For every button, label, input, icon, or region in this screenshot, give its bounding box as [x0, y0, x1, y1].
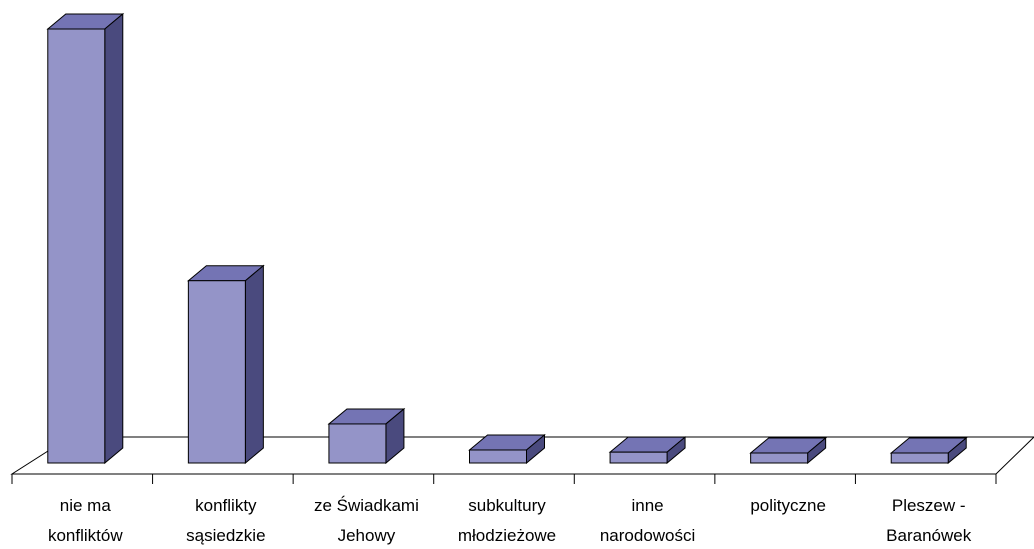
x-tick-label: nie ma konfliktów	[48, 496, 123, 545]
bar	[186, 264, 265, 465]
bar	[327, 407, 406, 465]
x-tick-label: inne narodowości	[600, 496, 695, 545]
bar-front	[47, 28, 106, 464]
category-labels: nie ma konfliktów konflikty sąsiedzkie ze Św…	[48, 496, 972, 545]
bar-front	[890, 452, 949, 464]
x-tick-label: konflikty sąsiedzkie	[186, 496, 265, 545]
x-tick-label: polityczne	[750, 496, 826, 515]
bar-front	[609, 451, 668, 464]
x-tick-label: subkultury młodzieżowe	[458, 496, 556, 545]
bar	[468, 433, 546, 465]
bar-front	[469, 449, 527, 464]
bar	[46, 12, 125, 465]
bars	[46, 12, 968, 465]
bar-front	[750, 452, 809, 464]
bar-side	[244, 264, 264, 465]
bar-front	[328, 423, 387, 464]
x-axis	[11, 474, 997, 484]
x-tick-label: ze Świadkami Jehowy	[314, 496, 419, 545]
bar-front	[187, 280, 246, 464]
bar	[608, 436, 687, 465]
bar	[889, 436, 968, 465]
bar-side	[104, 12, 124, 465]
bar	[749, 436, 828, 465]
x-tick-label: Pleszew -Baranówek	[886, 496, 972, 545]
